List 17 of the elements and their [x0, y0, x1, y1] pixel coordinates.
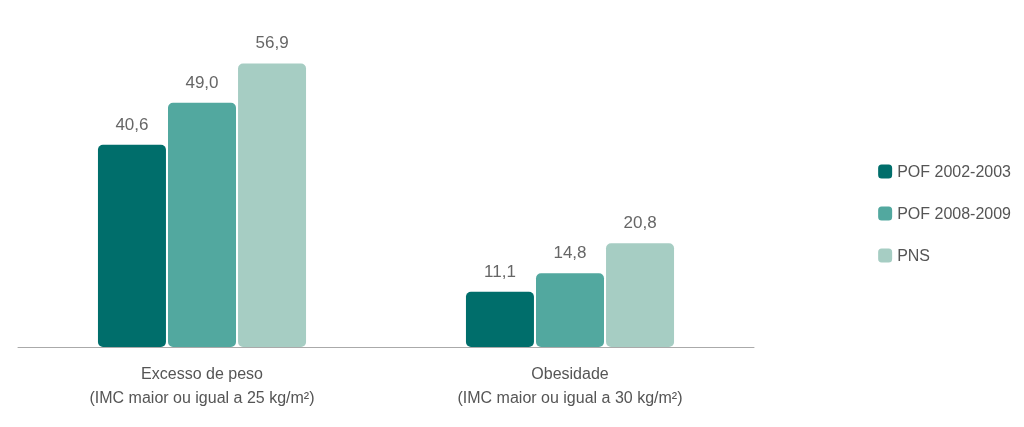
bar — [238, 63, 307, 347]
legend-label: POF 2008-2009 — [897, 205, 1012, 222]
bar — [465, 291, 534, 347]
data-label: 14,8 — [553, 243, 587, 263]
data-label: 40,6 — [115, 114, 149, 134]
legend-label: PNS — [897, 247, 931, 264]
bar — [168, 102, 236, 347]
bar — [606, 243, 675, 347]
legend-label: POF 2002-2003 — [897, 163, 1012, 180]
x-tick-label: Obesidade (IMC maior ou igual a 30 kg/m²) — [457, 364, 683, 406]
data-label: 49,0 — [185, 72, 219, 92]
data-label: 56,9 — [255, 33, 289, 53]
data-label: 11,1 — [484, 261, 516, 281]
bar — [97, 144, 166, 347]
bar — [536, 273, 604, 347]
x-tick-label: Excesso de peso (IMC maior ou igual a 25 kg/m²) — [89, 364, 315, 406]
data-label: 20,8 — [623, 213, 657, 233]
